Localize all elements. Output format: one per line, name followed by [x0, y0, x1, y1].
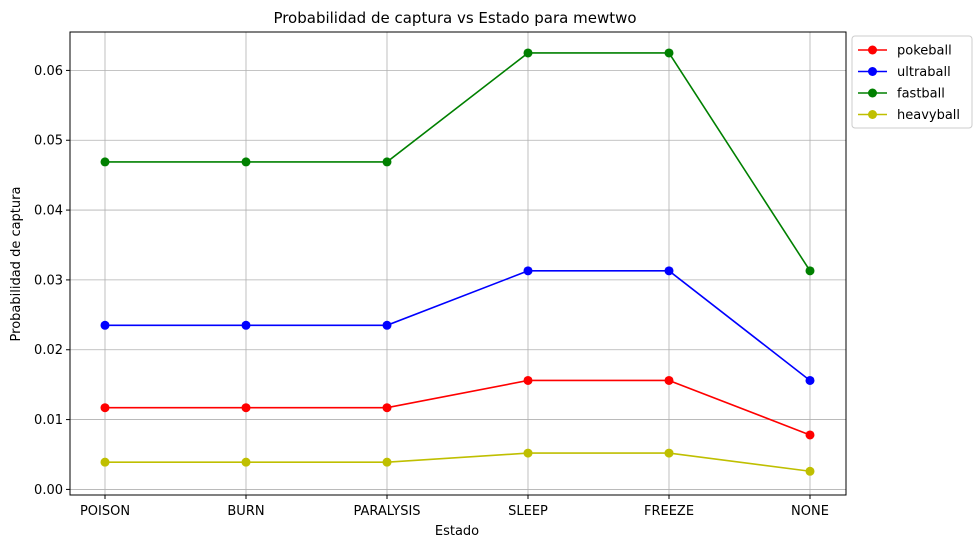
- series-line: [105, 270, 811, 382]
- x-axis-label: Estado: [435, 524, 479, 539]
- legend-marker: [868, 67, 877, 76]
- data-point: [241, 457, 251, 467]
- legend-label: fastball: [897, 87, 945, 102]
- x-tick-label: PARALYSIS: [353, 504, 420, 519]
- data-point: [805, 430, 815, 440]
- y-tick-label: 0.04: [34, 204, 63, 219]
- series-fastball: [100, 48, 815, 276]
- y-tick-label: 0.05: [34, 134, 63, 149]
- legend-entry-heavyball: heavyball: [858, 108, 960, 123]
- x-axis-ticks: POISON BURN PARALYSIS SLEEP FREEZE NONE: [80, 495, 829, 519]
- x-tick-label: POISON: [80, 504, 130, 519]
- data-point: [382, 320, 392, 330]
- data-point: [382, 157, 392, 167]
- data-point: [805, 266, 815, 276]
- data-point: [100, 457, 110, 467]
- data-point: [523, 448, 533, 458]
- data-point: [664, 448, 674, 458]
- series-pokeball: [100, 375, 815, 440]
- x-tick-label: BURN: [227, 504, 264, 519]
- y-tick-label: 0.06: [34, 64, 63, 79]
- y-tick-label: 0.03: [34, 273, 63, 288]
- legend-label: heavyball: [897, 108, 960, 123]
- y-axis-ticks: 0.00 0.01 0.02 0.03 0.04 0.05 0.06: [34, 64, 70, 498]
- data-point: [805, 466, 815, 476]
- y-axis-label: Probabilidad de captura: [9, 187, 24, 342]
- series-layer: [100, 48, 815, 476]
- series-ultraball: [100, 266, 815, 385]
- y-tick-label: 0.02: [34, 343, 63, 358]
- data-point: [523, 375, 533, 385]
- x-tick-label: FREEZE: [644, 504, 694, 519]
- legend-marker: [868, 88, 877, 98]
- data-point: [382, 457, 392, 467]
- series-heavyball: [100, 448, 815, 476]
- data-point: [523, 48, 533, 58]
- y-tick-label: 0.01: [34, 413, 63, 428]
- data-point: [100, 403, 110, 413]
- legend-frame: [851, 35, 973, 129]
- legend-label: ultraball: [897, 65, 951, 80]
- x-tick-label: SLEEP: [508, 504, 548, 519]
- plot-frame: [69, 31, 847, 496]
- series-line: [105, 452, 811, 473]
- legend-entry-pokeball: pokeball: [858, 44, 952, 59]
- data-point: [664, 375, 674, 385]
- y-tick-label: 0.00: [34, 483, 63, 498]
- data-point: [241, 403, 251, 413]
- chart-title: Probabilidad de captura vs Estado para m…: [273, 9, 636, 27]
- data-point: [664, 48, 674, 58]
- legend-entry-fastball: fastball: [858, 87, 945, 102]
- data-point: [241, 157, 251, 167]
- legend: pokeball ultraball fastball heavyball: [851, 35, 973, 129]
- data-point: [382, 403, 392, 413]
- legend-marker: [868, 110, 877, 119]
- data-point: [523, 266, 533, 276]
- data-point: [241, 320, 251, 330]
- legend-label: pokeball: [897, 44, 952, 59]
- series-line: [105, 52, 811, 272]
- series-line: [105, 379, 811, 436]
- data-point: [664, 266, 674, 276]
- data-point: [805, 375, 815, 385]
- grid-lines: [70, 32, 846, 495]
- legend-marker: [868, 45, 877, 55]
- x-tick-label: NONE: [791, 504, 829, 519]
- data-point: [100, 320, 110, 330]
- data-point: [100, 157, 110, 167]
- legend-entry-ultraball: ultraball: [858, 65, 951, 80]
